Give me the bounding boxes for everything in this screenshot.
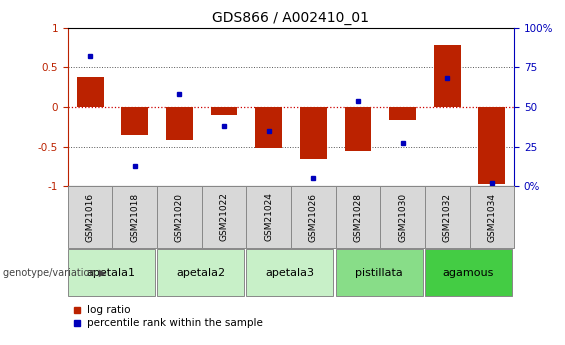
Text: apetala1: apetala1 bbox=[87, 268, 136, 277]
Bar bbox=[68, 249, 155, 296]
Bar bbox=[112, 186, 157, 248]
Bar bbox=[77, 77, 103, 107]
Text: GSM21018: GSM21018 bbox=[131, 193, 139, 242]
Text: agamous: agamous bbox=[443, 268, 494, 277]
Bar bbox=[389, 107, 416, 120]
Text: GSM21016: GSM21016 bbox=[86, 193, 94, 242]
Bar bbox=[470, 186, 514, 248]
Text: GSM21026: GSM21026 bbox=[309, 193, 318, 242]
Bar bbox=[336, 249, 423, 296]
Bar bbox=[425, 186, 470, 248]
Bar bbox=[202, 186, 246, 248]
Text: genotype/variation ▶: genotype/variation ▶ bbox=[3, 268, 106, 277]
Bar bbox=[166, 107, 193, 140]
Bar bbox=[291, 186, 336, 248]
Bar bbox=[246, 249, 333, 296]
Text: GSM21022: GSM21022 bbox=[220, 193, 228, 242]
Text: GSM21028: GSM21028 bbox=[354, 193, 362, 242]
Bar bbox=[211, 107, 237, 115]
Text: GSM21034: GSM21034 bbox=[488, 193, 496, 242]
Legend: log ratio, percentile rank within the sample: log ratio, percentile rank within the sa… bbox=[73, 305, 262, 328]
Bar bbox=[255, 107, 282, 148]
Bar bbox=[300, 107, 327, 159]
Bar bbox=[68, 186, 112, 248]
Title: GDS866 / A002410_01: GDS866 / A002410_01 bbox=[212, 11, 370, 25]
Text: GSM21032: GSM21032 bbox=[443, 193, 451, 242]
Text: apetala3: apetala3 bbox=[266, 268, 314, 277]
Bar bbox=[121, 107, 148, 135]
Bar bbox=[246, 186, 291, 248]
Text: pistillata: pistillata bbox=[355, 268, 403, 277]
Bar bbox=[479, 107, 505, 184]
Bar bbox=[336, 186, 380, 248]
Bar bbox=[434, 45, 460, 107]
Bar bbox=[345, 107, 371, 150]
Bar bbox=[157, 249, 244, 296]
Text: GSM21020: GSM21020 bbox=[175, 193, 184, 242]
Text: apetala2: apetala2 bbox=[176, 268, 225, 277]
Bar bbox=[380, 186, 425, 248]
Bar bbox=[157, 186, 202, 248]
Text: GSM21024: GSM21024 bbox=[264, 193, 273, 242]
Text: GSM21030: GSM21030 bbox=[398, 193, 407, 242]
Bar bbox=[425, 249, 512, 296]
